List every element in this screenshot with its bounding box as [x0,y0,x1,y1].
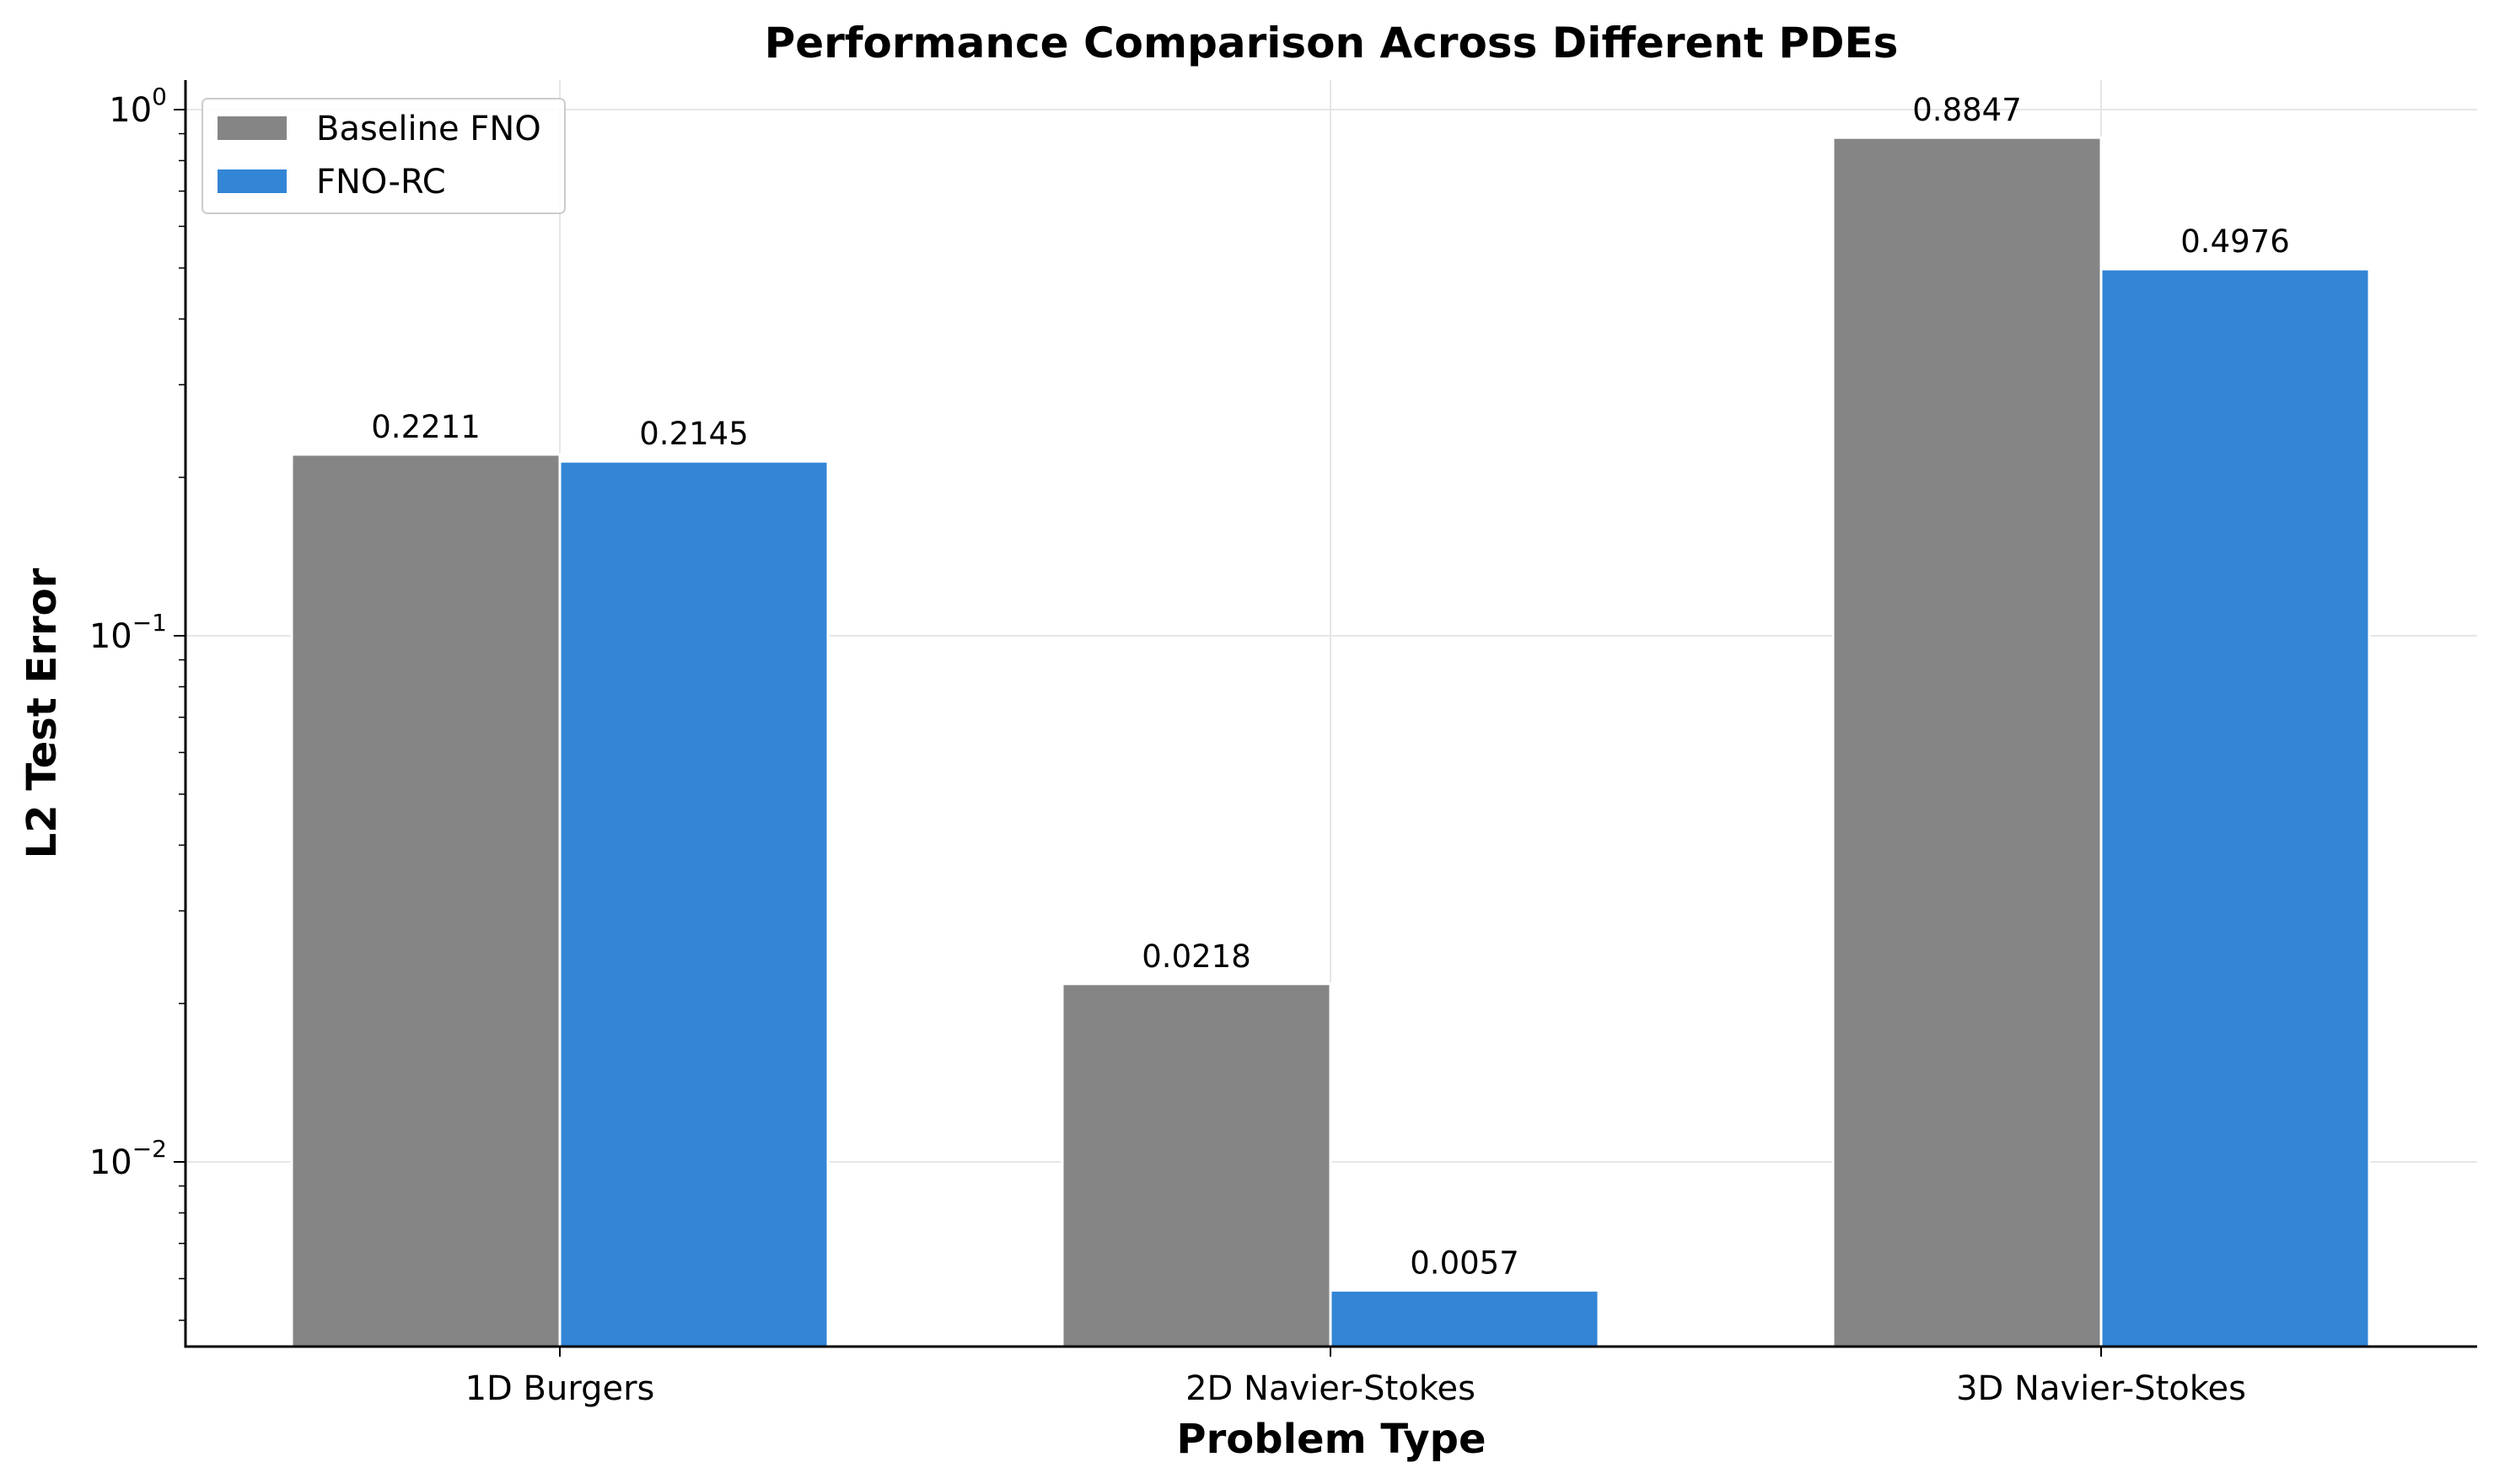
legend-box [202,98,566,214]
bars [290,136,2371,1348]
bar-fno-rc [558,460,830,1348]
bar-value-label: 0.8847 [1912,92,2021,128]
legend-swatch [218,116,287,140]
bar-fno-rc [2099,267,2371,1348]
value-labels: 0.2211 0.0218 0.8847 0.2145 0.0057 0.4976 [371,92,2289,1281]
bar-value-label: 0.0057 [1410,1245,1518,1281]
legend-label: Baseline FNO [316,110,541,148]
x-tick-label: 1D Burgers [465,1369,655,1408]
legend-label: FNO-RC [316,163,446,202]
x-axis-label: Problem Type [1176,1416,1486,1463]
bar-baseline-fno [1831,136,2103,1348]
legend: Baseline FNO FNO-RC [202,98,566,214]
bar-value-label: 0.0218 [1142,938,1250,975]
chart-title: Performance Comparison Across Different … [765,19,1899,67]
bar-fno-rc [1329,1288,1600,1348]
y-axis-label: L2 Test Error [19,567,66,858]
x-tick-label: 2D Navier-Stokes [1185,1369,1475,1408]
x-tick-label: 3D Navier-Stokes [1956,1369,2246,1408]
legend-swatch [218,169,287,193]
ticks: 1D Burgers 2D Navier-Stokes 3D Navier-Stok… [89,83,2246,1408]
y-tick-label: 100 [109,83,167,130]
bar-value-label: 0.2145 [639,416,748,452]
bar-value-label: 0.2211 [371,409,480,445]
bar-baseline-fno [290,453,562,1348]
bar-value-label: 0.4976 [2180,223,2289,260]
bar-baseline-fno [1061,982,1332,1348]
y-tick-label: 10−2 [89,1135,167,1182]
y-tick-label: 10−1 [89,609,167,656]
